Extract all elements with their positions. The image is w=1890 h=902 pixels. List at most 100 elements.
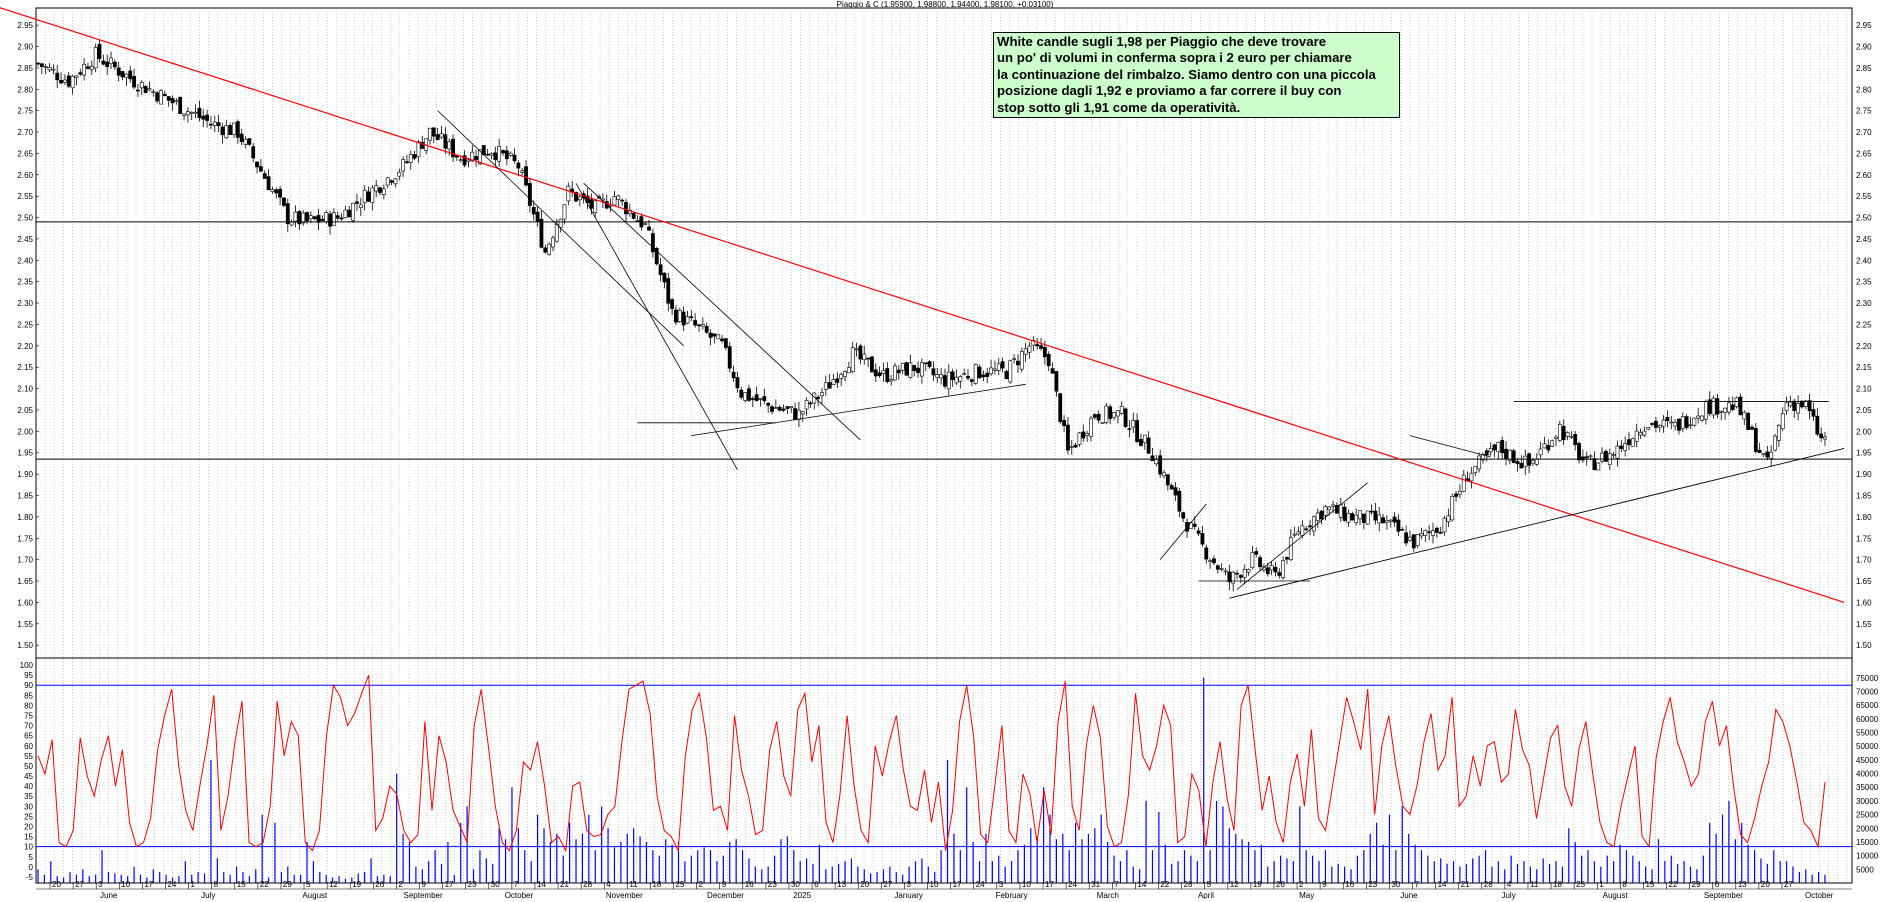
candle-body	[912, 365, 917, 372]
candle-body	[274, 189, 279, 194]
candle-body	[1707, 399, 1712, 414]
x-day-label: 11	[629, 880, 638, 889]
candle-body	[1215, 565, 1220, 570]
candle-body	[1246, 569, 1251, 573]
candle-body	[1803, 400, 1808, 407]
price-tick-label: 1.60	[1856, 598, 1872, 607]
candle-body	[1753, 428, 1758, 452]
candle-body	[328, 213, 332, 227]
candle-body	[1634, 430, 1639, 442]
x-day-label: 18	[1553, 880, 1562, 889]
candle-body	[151, 91, 156, 93]
candle-body	[255, 161, 259, 168]
candle-body	[1300, 525, 1305, 536]
x-day-label: 6	[814, 880, 819, 889]
candle-body	[1212, 558, 1216, 564]
candle-body	[470, 151, 475, 162]
x-month-label: August	[1603, 891, 1629, 900]
candle-body	[1046, 353, 1051, 367]
price-tick-label: 2.00	[1856, 427, 1872, 436]
x-day-label: 8	[1622, 880, 1627, 889]
candle-body	[1377, 514, 1382, 524]
candle-body	[228, 125, 233, 135]
price-tick-label: 2.20	[17, 342, 33, 351]
candle-body	[166, 96, 171, 101]
candle-body	[1388, 519, 1393, 522]
candle-body	[297, 211, 302, 225]
candle-body	[116, 67, 121, 76]
x-month-label: December	[707, 891, 744, 900]
candle-body	[1150, 455, 1155, 462]
candle-body	[1311, 516, 1316, 532]
candle-body	[209, 123, 213, 126]
candle-body	[278, 188, 283, 198]
candle-body	[1638, 432, 1643, 436]
candle-body	[723, 338, 728, 348]
candle-body	[535, 211, 540, 222]
candle-body	[1715, 398, 1720, 415]
candle-body	[220, 126, 225, 136]
candle-body	[86, 66, 90, 69]
x-day-label: 10	[1022, 880, 1031, 889]
candle-body	[1019, 351, 1024, 370]
candle-body	[1361, 513, 1366, 523]
price-tick-label: 2.90	[1856, 42, 1872, 51]
candle-body	[846, 367, 851, 374]
candle-body	[147, 88, 152, 91]
candle-body	[547, 243, 552, 255]
candle-body	[700, 324, 705, 327]
candle-body	[70, 75, 75, 89]
price-tick-label: 2.45	[1856, 235, 1872, 244]
candle-body	[270, 189, 275, 192]
candle-body	[616, 195, 621, 200]
candle-body	[378, 187, 382, 193]
candle-body	[716, 334, 721, 340]
candle-body	[566, 185, 571, 202]
candle-body	[1158, 455, 1163, 475]
downtrend-line	[437, 110, 684, 347]
candle-body	[885, 368, 890, 382]
x-day-label: 10	[930, 880, 939, 889]
candle-body	[1431, 530, 1435, 536]
candle-body	[132, 76, 136, 88]
candle-body	[285, 203, 290, 225]
price-tick-label: 1.50	[17, 641, 33, 650]
candle-body	[935, 374, 940, 378]
candle-body	[174, 100, 179, 103]
candle-body	[439, 133, 444, 138]
price-tick-label: 2.80	[17, 85, 33, 94]
candle-body	[109, 57, 113, 64]
candle-body	[408, 154, 413, 163]
candle-body	[1692, 417, 1697, 426]
price-tick-label: 1.70	[1856, 556, 1872, 565]
price-tick-label: 2.75	[17, 107, 33, 116]
price-tick-label: 2.25	[1856, 320, 1872, 329]
candle-body	[1196, 530, 1201, 534]
candle-body	[808, 402, 813, 405]
candle-body	[731, 371, 736, 379]
candle-body	[1796, 403, 1800, 414]
downtrend-line	[583, 183, 861, 441]
candle-body	[189, 111, 194, 114]
x-day-label: 22	[1669, 880, 1678, 889]
candle-body	[1496, 442, 1501, 453]
candle-body	[1419, 532, 1424, 537]
x-day-label: 23	[1368, 880, 1377, 889]
candle-body	[893, 365, 897, 381]
candle-body	[650, 233, 655, 253]
candle-body	[1123, 408, 1128, 427]
candle-body	[943, 375, 947, 387]
price-tick-label: 2.55	[17, 192, 33, 201]
candle-body	[820, 392, 824, 397]
candle-body	[1085, 433, 1090, 436]
candle-body	[670, 299, 674, 309]
price-tick-label: 1.55	[17, 620, 33, 629]
candle-body	[1100, 422, 1105, 424]
candle-body	[612, 196, 617, 206]
candle-body	[512, 154, 517, 162]
candle-body	[443, 134, 448, 149]
osc-tick-label: 90	[24, 681, 33, 690]
x-day-label: 28	[1484, 880, 1493, 889]
candle-body	[1154, 459, 1159, 465]
candle-body	[1042, 346, 1047, 358]
